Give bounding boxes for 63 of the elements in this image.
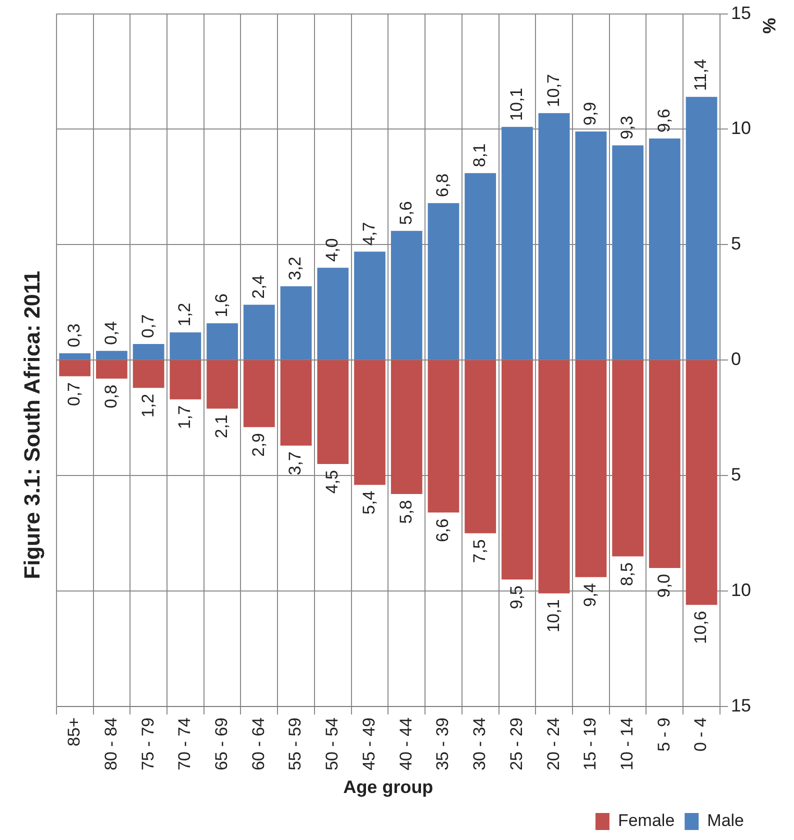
y-tick-label: 0	[730, 349, 741, 370]
data-label: 1,7	[175, 405, 194, 430]
x-tick-label: 30 - 34	[470, 717, 490, 770]
data-label: 5,4	[359, 490, 378, 514]
data-label: 10,1	[506, 88, 526, 121]
data-label: 8,5	[618, 562, 636, 586]
x-tick-label: 65 - 69	[212, 717, 231, 770]
data-label: 10,7	[544, 74, 563, 108]
x-tick-label: 75 - 79	[138, 717, 158, 770]
data-label: 4,5	[322, 470, 342, 494]
x-tick-label: 80 - 84	[101, 717, 120, 770]
data-label: 7,5	[470, 539, 490, 563]
data-label: 9,6	[654, 108, 674, 132]
y-tick-label: 15	[730, 2, 752, 23]
x-tick-label: 45 - 49	[359, 717, 378, 770]
data-label: 9,5	[506, 585, 526, 610]
x-tick-label: 70 - 74	[175, 717, 194, 770]
x-tick-label: 50 - 54	[322, 717, 342, 770]
legend-label: Male	[707, 811, 744, 830]
data-label: 3,7	[286, 452, 305, 476]
data-label: 1,2	[175, 302, 194, 326]
data-label: 1,6	[212, 294, 231, 318]
x-tick-label: 5 - 9	[654, 717, 674, 752]
data-label: 9,9	[580, 102, 600, 126]
data-label: 4,0	[322, 238, 342, 262]
data-label: 2,4	[248, 275, 268, 299]
data-label: 0,4	[101, 321, 120, 345]
text: Figure 3.1: South Africa: 2011	[19, 270, 44, 580]
data-label: 11,4	[691, 59, 710, 91]
x-tick-label: 15 - 19	[580, 717, 600, 770]
x-tick-label: 0 - 4	[691, 717, 710, 752]
x-tick-label: 55 - 59	[286, 717, 305, 770]
data-label: 0,8	[101, 384, 120, 408]
data-label: 4,7	[359, 222, 378, 246]
data-label: 6,8	[433, 173, 452, 198]
x-tick-label: 35 - 39	[433, 717, 452, 770]
data-label: 1,2	[138, 394, 158, 418]
x-tick-label: 60 - 64	[248, 717, 268, 770]
x-tick-label: 25 - 29	[506, 717, 526, 770]
data-label: 9,4	[580, 583, 600, 607]
y2-axis-title: %	[759, 18, 780, 34]
data-label: 10,6	[691, 610, 710, 644]
data-label: 0,7	[64, 382, 84, 406]
legend-label: Female	[618, 811, 675, 830]
data-label: 10,1	[544, 599, 563, 632]
data-label: 0,7	[138, 314, 158, 338]
data-label: 3,2	[286, 256, 305, 280]
data-label: 9,0	[654, 574, 674, 598]
data-label: 5,6	[396, 201, 416, 225]
x-tick-label: 20 - 24	[544, 717, 563, 770]
data-label: 5,8	[396, 500, 416, 524]
data-label: 8,1	[470, 143, 490, 168]
x-tick-label: 10 - 14	[618, 717, 636, 770]
data-label: 2,9	[248, 433, 268, 457]
data-label: 2,1	[212, 414, 231, 438]
data-label: 0,3	[64, 324, 84, 348]
y-tick-label: 5	[730, 234, 741, 254]
data-label: 9,3	[618, 116, 636, 140]
x-tick-label: 40 - 44	[396, 717, 416, 770]
data-label: 6,6	[433, 518, 452, 542]
y-tick-label: 10	[730, 118, 752, 138]
x-axis-title: Age group	[343, 777, 434, 798]
x-tick-label: 85+	[64, 717, 84, 746]
